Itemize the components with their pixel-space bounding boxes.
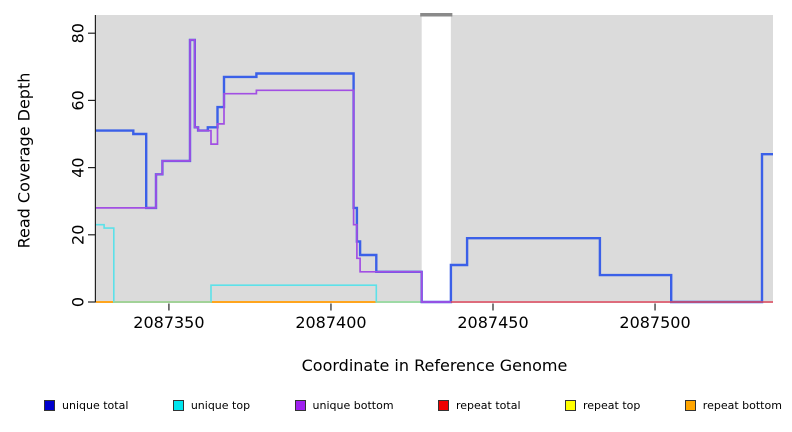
legend-swatch bbox=[564, 400, 576, 411]
x-tick-label: 2087500 bbox=[619, 313, 690, 332]
y-tick-label: 0 bbox=[69, 297, 88, 307]
legend-label: unique top bbox=[190, 399, 251, 412]
x-tick-label: 2087350 bbox=[133, 313, 204, 332]
y-axis-title: Read Coverage Depth bbox=[14, 72, 34, 249]
x-tick-label: 2087400 bbox=[295, 313, 366, 332]
legend-swatch bbox=[44, 400, 55, 411]
legend-item-unique-total: unique total bbox=[44, 399, 128, 412]
legend-item-repeat-top: repeat top bbox=[564, 399, 641, 412]
series-unique-bottom-line bbox=[96, 39, 451, 303]
y-tick-label: 40 bbox=[69, 157, 88, 177]
legend-label: unique total bbox=[62, 399, 129, 412]
x-axis-title: Coordinate in Reference Genome bbox=[301, 356, 568, 375]
coverage-plot: 0 20 40 60 80 2087350 2087400 2087450 2087500 bbox=[69, 13, 773, 332]
legend-label: repeat top bbox=[582, 399, 641, 412]
legend-item-repeat-bottom: repeat bottom bbox=[684, 399, 782, 412]
y-tick-label: 80 bbox=[69, 23, 88, 43]
x-tick-label: 2087450 bbox=[457, 313, 528, 332]
legend-item-repeat-total: repeat total bbox=[438, 399, 521, 412]
legend-swatch bbox=[172, 400, 184, 411]
y-tick-label: 20 bbox=[69, 225, 88, 245]
legend-item-unique-bottom: unique bottom bbox=[294, 399, 394, 412]
legend-swatch bbox=[294, 400, 306, 411]
legend-label: repeat total bbox=[456, 399, 521, 412]
legend: unique total unique top unique bottom repea… bbox=[0, 399, 792, 412]
legend-swatch bbox=[684, 400, 696, 411]
legend-label: unique bottom bbox=[312, 399, 394, 412]
y-tick-label: 60 bbox=[69, 90, 88, 110]
legend-label: repeat bottom bbox=[702, 399, 782, 412]
legend-swatch bbox=[438, 400, 449, 411]
masked-region bbox=[421, 15, 451, 303]
masked-region-cap bbox=[420, 13, 453, 17]
legend-item-unique-top: unique top bbox=[172, 399, 251, 412]
